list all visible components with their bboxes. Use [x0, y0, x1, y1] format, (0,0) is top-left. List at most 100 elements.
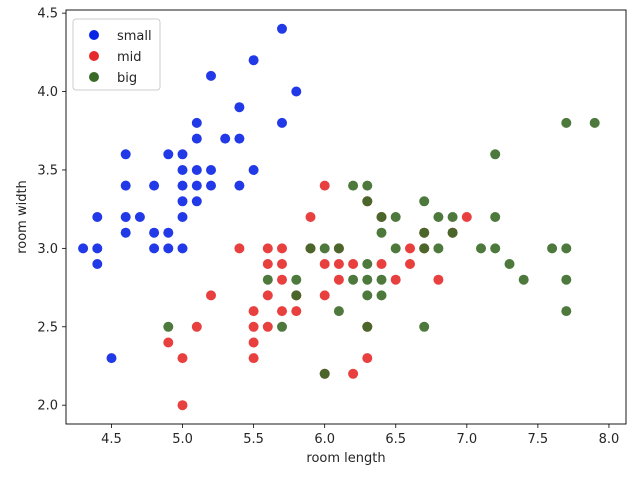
point-big-22: [390, 243, 401, 254]
point-small-35: [248, 55, 259, 66]
x-tick-label-4: 6.5: [385, 432, 406, 447]
point-small-34: [248, 165, 259, 175]
point-small-0: [78, 243, 89, 254]
point-small-1: [92, 259, 103, 269]
point-big-28: [433, 243, 444, 254]
point-big-38: [547, 243, 558, 254]
plot-frame: [65, 9, 627, 425]
point-small-6: [120, 212, 131, 222]
y-axis-ticks: 2.0 2.5 3.0 3.5 4.0 4.5: [37, 7, 66, 414]
point-big-16: [362, 196, 373, 207]
point-small-25: [191, 133, 202, 144]
point-mid-8: [248, 321, 259, 332]
point-mid-24: [319, 259, 330, 269]
point-mid-9: [248, 306, 259, 317]
point-small-30: [220, 133, 231, 144]
point-big-37: [518, 274, 529, 285]
point-mid-26: [333, 274, 344, 285]
point-mid-16: [277, 259, 287, 269]
x-tick-label-7: 8.0: [599, 432, 620, 447]
point-big-25: [419, 243, 430, 254]
point-big-42: [561, 117, 572, 128]
point-mid-43: [461, 212, 472, 222]
point-big-40: [561, 274, 572, 285]
y-tick-label-1: 2.5: [37, 320, 58, 335]
point-mid-12: [262, 259, 273, 269]
point-small-10: [149, 243, 160, 254]
point-big-26: [419, 227, 430, 238]
y-tick-label-2: 3.0: [37, 242, 58, 257]
point-big-17: [362, 180, 373, 191]
x-tick-label-2: 5.5: [243, 432, 264, 447]
y-tick-label-5: 4.5: [37, 7, 58, 22]
point-mid-25: [319, 180, 330, 191]
point-big-1: [262, 274, 273, 285]
point-small-31: [234, 180, 245, 191]
legend-label-small: small: [117, 29, 152, 44]
point-mid-14: [277, 306, 287, 317]
point-mid-29: [348, 368, 359, 379]
point-big-36: [504, 259, 515, 269]
point-small-2: [92, 243, 103, 254]
point-mid-1: [177, 400, 188, 411]
point-big-20: [376, 227, 387, 238]
point-small-37: [277, 23, 287, 34]
point-small-24: [191, 165, 202, 175]
point-big-27: [419, 196, 430, 207]
point-small-17: [177, 212, 188, 222]
point-small-3: [92, 212, 103, 222]
point-big-34: [490, 212, 501, 222]
point-small-11: [149, 227, 160, 238]
point-mid-23: [319, 290, 330, 301]
point-mid-34: [376, 259, 387, 269]
point-mid-7: [248, 337, 259, 348]
point-mid-27: [333, 259, 344, 269]
point-small-19: [177, 180, 188, 191]
point-mid-41: [433, 274, 444, 285]
point-small-33: [234, 102, 245, 113]
point-big-5: [305, 243, 316, 254]
point-small-15: [163, 149, 174, 160]
point-big-35: [490, 149, 501, 160]
point-mid-2: [177, 353, 188, 364]
x-tick-label-1: 5.0: [172, 432, 193, 447]
point-big-19: [376, 274, 387, 285]
point-small-5: [120, 227, 131, 238]
point-mid-30: [348, 259, 359, 269]
point-small-20: [177, 165, 188, 175]
point-big-4: [291, 274, 302, 285]
point-big-29: [433, 212, 444, 222]
point-big-39: [561, 306, 572, 317]
point-big-41: [561, 243, 572, 254]
point-small-4: [106, 353, 117, 364]
point-mid-38: [405, 243, 415, 254]
point-small-21: [177, 149, 188, 160]
point-small-22: [191, 196, 202, 207]
point-mid-36: [390, 274, 401, 285]
point-big-2: [277, 321, 287, 332]
x-axis-ticks: 4.5 5.0 5.5 6.0 6.5 7.0 7.5 8.0: [101, 424, 619, 447]
y-tick-label-0: 2.0: [37, 399, 58, 414]
point-big-21: [376, 212, 387, 222]
point-mid-13: [262, 243, 273, 254]
point-small-27: [206, 180, 216, 191]
point-small-29: [206, 70, 216, 81]
x-axis-label: room length: [306, 451, 385, 466]
point-mid-37: [405, 259, 415, 269]
point-small-32: [234, 133, 245, 144]
point-mid-17: [277, 243, 287, 254]
point-small-28: [206, 165, 216, 175]
point-big-15: [362, 259, 373, 269]
point-mid-4: [206, 290, 216, 301]
point-big-31: [447, 212, 458, 222]
point-small-36: [277, 117, 287, 128]
point-small-18: [177, 196, 188, 207]
point-big-30: [447, 227, 458, 238]
point-mid-6: [248, 353, 259, 364]
point-mid-3: [191, 321, 202, 332]
point-small-26: [191, 117, 202, 128]
y-tick-label-4: 4.0: [37, 85, 58, 100]
point-small-7: [120, 180, 131, 191]
point-big-43: [589, 117, 600, 128]
